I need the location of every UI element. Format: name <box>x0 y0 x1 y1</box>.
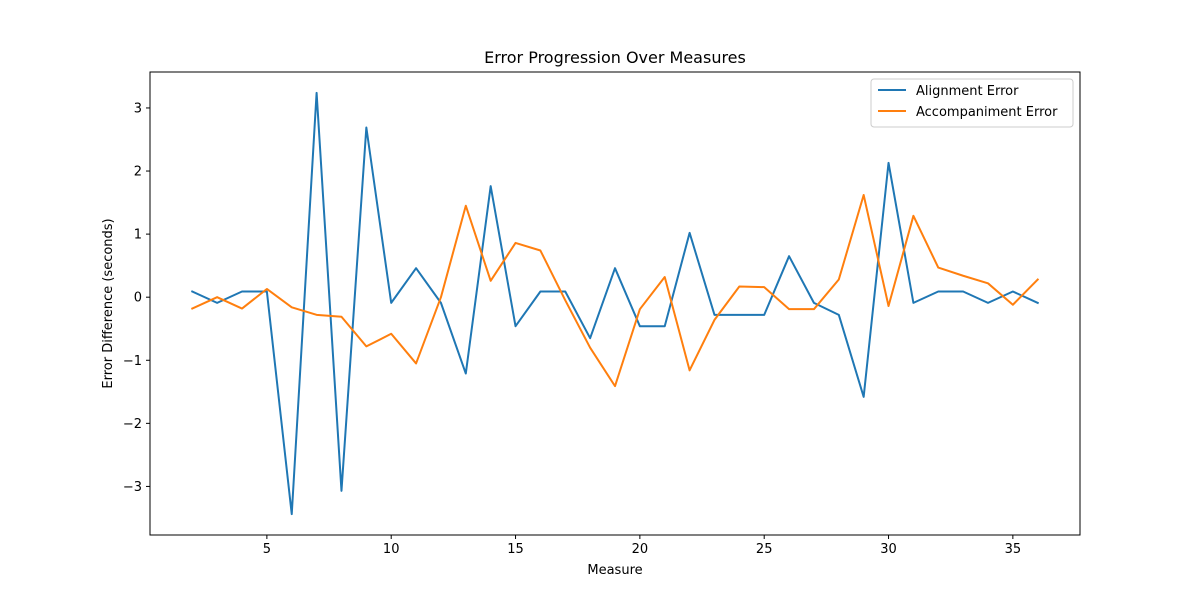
x-axis-label: Measure <box>587 563 642 578</box>
plot-frame <box>149 71 1081 536</box>
x-tick-label: 15 <box>507 542 524 557</box>
x-tick-label: 35 <box>1005 542 1022 557</box>
legend-label-accompaniment-error: Accompaniment Error <box>916 105 1058 120</box>
legend: Alignment Error Accompaniment Error <box>870 78 1074 128</box>
x-tick-label: 10 <box>383 542 400 557</box>
x-axis-ticks: 5 10 15 20 25 30 35 <box>263 535 1021 557</box>
y-tick-label: −3 <box>123 480 142 495</box>
chart-title: Error Progression Over Measures <box>484 48 746 67</box>
legend-label-alignment-error: Alignment Error <box>916 84 1019 99</box>
series-line-alignment-error <box>190 91 1040 516</box>
y-tick-label: −2 <box>123 417 142 432</box>
y-tick-label: −1 <box>123 354 142 369</box>
legend-box <box>870 78 1074 128</box>
y-axis-ticks: −3 −2 −1 0 1 2 3 <box>123 101 150 495</box>
y-tick-label: 1 <box>134 228 142 243</box>
series-line-accompaniment-error <box>190 194 1040 388</box>
y-tick-label: 3 <box>134 101 142 116</box>
x-tick-label: 20 <box>632 542 649 557</box>
y-axis-label: Error Difference (seconds) <box>101 218 116 388</box>
x-tick-label: 25 <box>756 542 773 557</box>
x-tick-label: 30 <box>880 542 897 557</box>
x-tick-label: 5 <box>263 542 271 557</box>
y-tick-label: 0 <box>134 291 142 306</box>
plot-lines <box>190 91 1040 516</box>
y-tick-label: 2 <box>134 165 142 180</box>
